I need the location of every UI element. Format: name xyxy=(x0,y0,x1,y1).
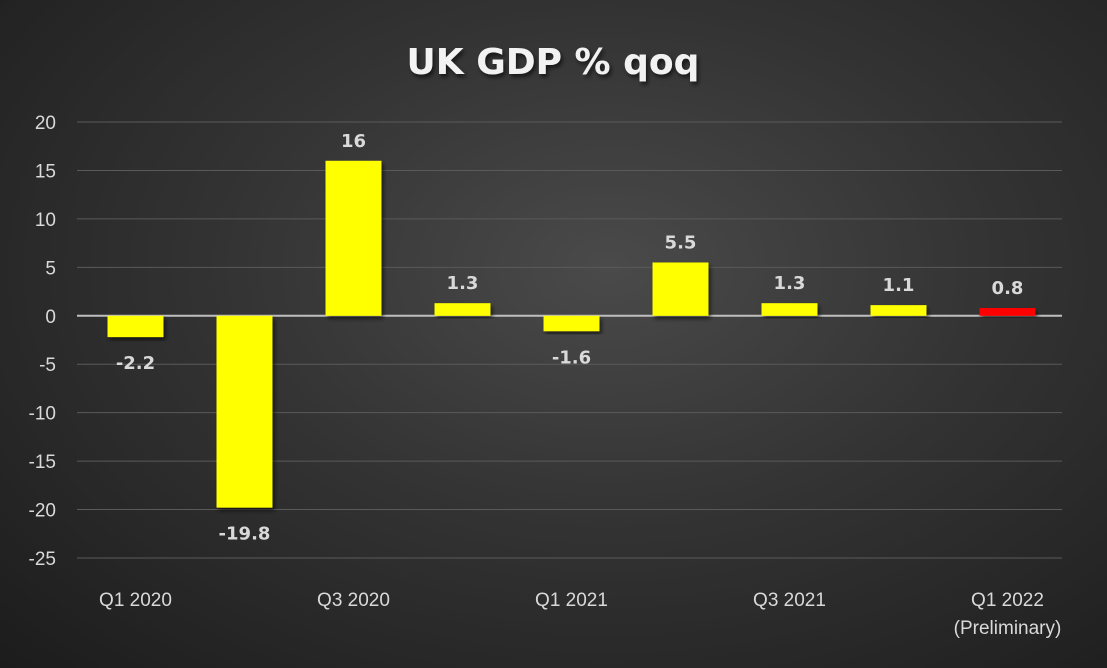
y-tick-label: 10 xyxy=(35,210,56,231)
y-tick-label: -10 xyxy=(29,404,56,425)
bar xyxy=(652,262,709,316)
data-label: 1.3 xyxy=(774,273,806,294)
x-tick-label: Q1 2021 xyxy=(535,590,608,611)
data-label: -19.8 xyxy=(219,524,271,545)
bar xyxy=(325,160,382,316)
y-tick-label: -5 xyxy=(39,355,56,376)
bar xyxy=(434,303,491,316)
data-label: -1.6 xyxy=(552,347,591,368)
y-tick-label: 0 xyxy=(45,307,56,328)
x-tick-label: Q3 2021 xyxy=(753,590,826,611)
bar xyxy=(761,303,818,316)
chart-title: UK GDP % qoq xyxy=(407,42,700,83)
data-label: 1.1 xyxy=(883,275,915,296)
y-tick-label: 15 xyxy=(35,161,56,182)
bar xyxy=(979,308,1036,316)
bar xyxy=(870,305,927,316)
y-tick-label: 20 xyxy=(35,113,56,134)
data-label: 0.8 xyxy=(992,278,1024,299)
x-tick-label: (Preliminary) xyxy=(954,618,1062,639)
y-tick-label: -25 xyxy=(29,549,56,570)
data-label: 16 xyxy=(341,131,366,152)
bar xyxy=(216,315,273,508)
bar xyxy=(543,315,600,332)
bar xyxy=(107,315,164,338)
x-tick-label: Q3 2020 xyxy=(317,590,390,611)
y-tick-label: -15 xyxy=(29,452,56,473)
data-label: 1.3 xyxy=(447,273,479,294)
data-label: -2.2 xyxy=(116,353,155,374)
y-tick-label: 5 xyxy=(45,258,56,279)
x-tick-label: Q1 2022 xyxy=(971,590,1044,611)
y-tick-label: -20 xyxy=(29,501,56,522)
data-label: 5.5 xyxy=(665,232,697,253)
x-tick-label: Q1 2020 xyxy=(99,590,172,611)
